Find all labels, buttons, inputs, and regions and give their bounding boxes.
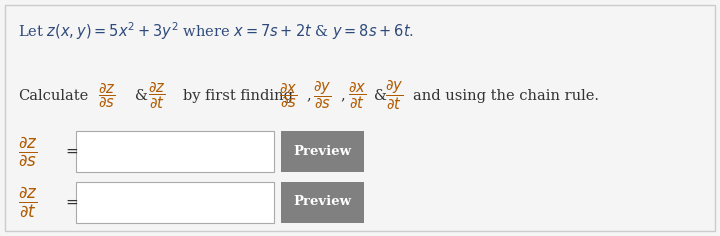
Text: $\dfrac{\partial z}{\partial s}$: $\dfrac{\partial z}{\partial s}$ [98,81,115,110]
Text: $\dfrac{\partial z}{\partial t}$: $\dfrac{\partial z}{\partial t}$ [18,185,37,219]
FancyBboxPatch shape [281,182,364,223]
FancyBboxPatch shape [5,5,715,231]
Text: &: & [374,88,387,103]
Text: $\dfrac{\partial x}{\partial s}$: $\dfrac{\partial x}{\partial s}$ [279,81,297,110]
FancyBboxPatch shape [76,182,274,223]
Text: $\dfrac{\partial y}{\partial s}$: $\dfrac{\partial y}{\partial s}$ [313,80,332,111]
Text: $\dfrac{\partial z}{\partial s}$: $\dfrac{\partial z}{\partial s}$ [18,134,37,168]
Text: Calculate: Calculate [18,88,89,103]
Text: $=$: $=$ [63,195,79,209]
Text: Let $z(x, y) = 5x^2 + 3y^2$ where $x = 7s + 2t$ & $y = 8s + 6t$.: Let $z(x, y) = 5x^2 + 3y^2$ where $x = 7… [18,20,414,42]
Text: ,: , [307,88,312,103]
Text: ,: , [341,88,346,103]
FancyBboxPatch shape [281,131,364,172]
Text: $\dfrac{\partial z}{\partial t}$: $\dfrac{\partial z}{\partial t}$ [148,80,165,111]
Text: $\dfrac{\partial x}{\partial t}$: $\dfrac{\partial x}{\partial t}$ [348,80,366,111]
Text: $\dfrac{\partial y}{\partial t}$: $\dfrac{\partial y}{\partial t}$ [385,79,404,112]
Text: $=$: $=$ [63,144,79,158]
FancyBboxPatch shape [76,131,274,172]
Text: Preview: Preview [293,144,351,158]
Text: and using the chain rule.: and using the chain rule. [413,88,598,103]
Text: &: & [135,88,148,103]
Text: Preview: Preview [293,195,351,208]
Text: by first finding: by first finding [183,88,293,103]
